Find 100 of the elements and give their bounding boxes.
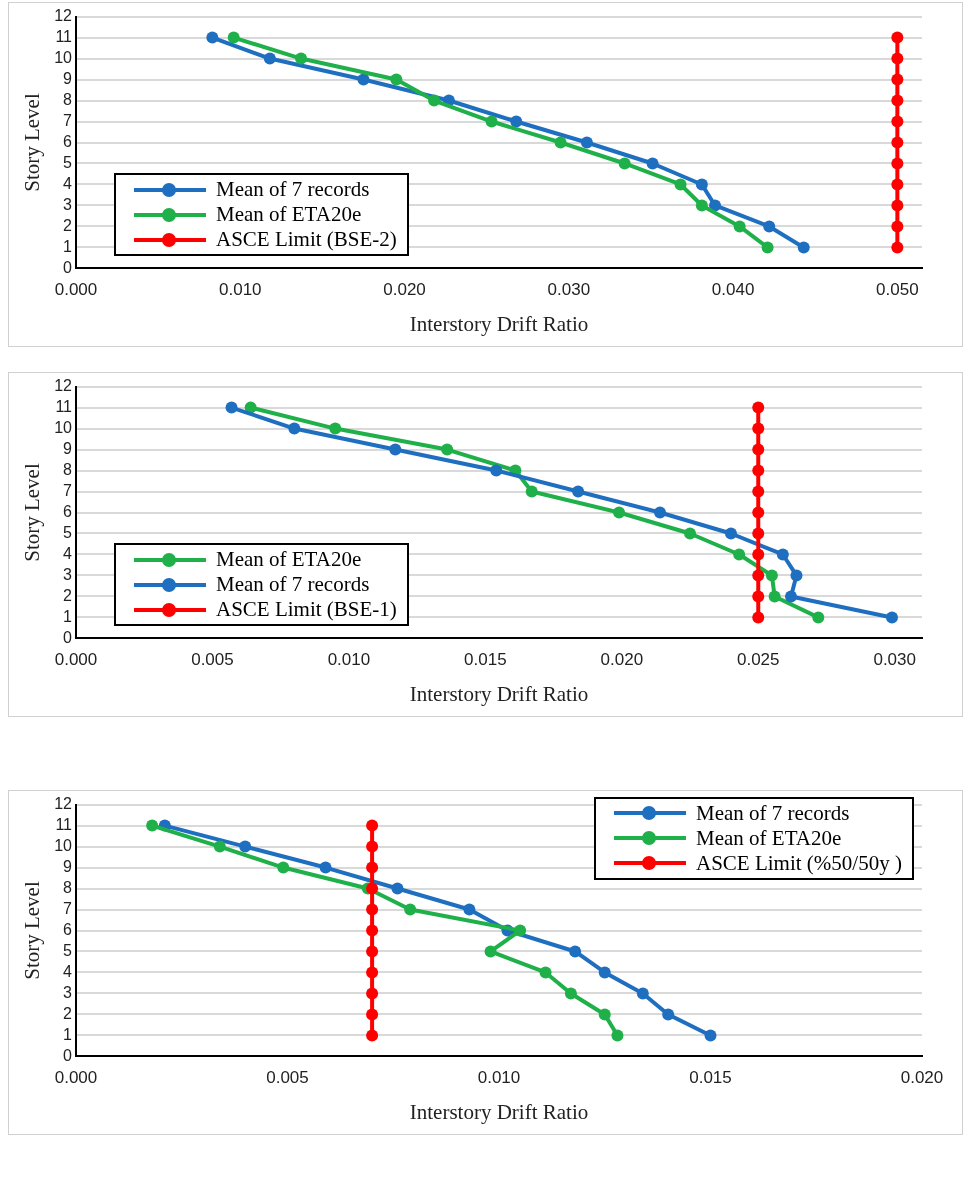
point xyxy=(752,422,765,435)
x-tick-label: 0.050 xyxy=(876,280,919,300)
x-axis-title: Interstory Drift Ratio xyxy=(409,311,589,336)
y-tick-label: 10 xyxy=(54,418,73,436)
point xyxy=(662,1008,675,1021)
y-tick-label: 7 xyxy=(63,481,73,499)
point xyxy=(790,569,803,582)
y-tick-label: 2 xyxy=(63,586,73,604)
y-tick-label: 1 xyxy=(63,1025,73,1043)
point xyxy=(213,840,226,853)
x-tick-label: 0.015 xyxy=(464,650,507,670)
point xyxy=(891,31,904,44)
point xyxy=(724,527,737,540)
point xyxy=(765,569,778,582)
y-tick-label: 10 xyxy=(54,48,73,66)
point xyxy=(891,115,904,128)
y-tick-label: 4 xyxy=(63,544,73,562)
point xyxy=(684,527,697,540)
x-tick-label: 0.000 xyxy=(54,650,98,670)
point xyxy=(704,1029,717,1042)
x-tick-label: 0.020 xyxy=(600,650,644,670)
point xyxy=(539,966,552,979)
x-axis-title: Interstory Drift Ratio xyxy=(409,681,589,706)
y-tick-label: 2 xyxy=(63,1004,73,1022)
point xyxy=(277,861,290,874)
point xyxy=(288,422,301,435)
point xyxy=(891,157,904,170)
x-tick-label: 0.005 xyxy=(266,1068,309,1088)
y-tick-label: 3 xyxy=(63,565,73,583)
point xyxy=(785,590,798,603)
y-tick-label: 3 xyxy=(63,195,73,213)
legend-label: Mean of ETA20e xyxy=(215,202,362,228)
point xyxy=(752,464,765,477)
point xyxy=(752,569,765,582)
point xyxy=(366,882,379,895)
legend-label: Mean of ETA20e xyxy=(215,547,362,573)
point xyxy=(564,987,577,1000)
y-axis-title: Story Level xyxy=(20,93,45,192)
point xyxy=(239,840,252,853)
x-tick-label: 0.040 xyxy=(711,280,755,300)
legend-label: Mean of 7 records xyxy=(215,572,370,598)
x-tick-label: 0.020 xyxy=(900,1068,944,1088)
x-axis-title: Interstory Drift Ratio xyxy=(409,1099,589,1124)
point xyxy=(891,220,904,233)
y-tick-label: 6 xyxy=(63,132,73,150)
point xyxy=(366,1008,379,1021)
point xyxy=(752,485,765,498)
legend-label: Mean of 7 records xyxy=(696,800,850,826)
point xyxy=(366,903,379,916)
point xyxy=(366,945,379,958)
point xyxy=(733,220,746,233)
point xyxy=(569,945,582,958)
point xyxy=(572,485,585,498)
point xyxy=(441,443,454,456)
y-tick-label: 3 xyxy=(63,983,73,1001)
y-tick-label: 8 xyxy=(63,90,73,108)
legend-label: Mean of ETA20e xyxy=(696,825,842,851)
point xyxy=(206,31,219,44)
x-tick-label: 0.010 xyxy=(477,1068,521,1088)
point xyxy=(598,1008,611,1021)
y-tick-label: 9 xyxy=(63,439,73,457)
x-tick-label: 0.015 xyxy=(689,1068,732,1088)
y-tick-label: 11 xyxy=(55,27,73,45)
point xyxy=(525,485,538,498)
legend-label: ASCE Limit (BSE-2) xyxy=(215,227,397,253)
point xyxy=(733,548,746,561)
y-tick-label: 8 xyxy=(63,878,73,896)
x-tick-label: 0.010 xyxy=(219,280,262,300)
y-tick-label: 5 xyxy=(63,523,73,541)
point xyxy=(891,73,904,86)
x-tick-label: 0.030 xyxy=(873,650,916,670)
point xyxy=(618,157,631,170)
point xyxy=(613,506,626,519)
y-tick-label: 11 xyxy=(55,397,73,415)
point xyxy=(763,220,776,233)
point xyxy=(761,241,774,254)
y-tick-label: 6 xyxy=(63,502,73,520)
y-tick-label: 2 xyxy=(63,216,73,234)
point xyxy=(752,527,765,540)
point xyxy=(752,611,765,624)
point xyxy=(510,115,523,128)
point xyxy=(752,506,765,519)
point xyxy=(885,611,898,624)
y-tick-label: 7 xyxy=(63,899,73,917)
point xyxy=(554,136,567,149)
point xyxy=(319,861,332,874)
y-tick-label: 1 xyxy=(63,237,73,255)
point xyxy=(227,31,240,44)
point xyxy=(695,178,708,191)
y-axis-title: Story Level xyxy=(20,463,45,562)
point xyxy=(646,157,659,170)
x-tick-label: 0.005 xyxy=(191,650,234,670)
point xyxy=(695,199,708,212)
point xyxy=(636,987,649,1000)
point xyxy=(674,178,687,191)
point xyxy=(366,966,379,979)
x-tick-label: 0.000 xyxy=(54,1068,98,1088)
point xyxy=(598,966,611,979)
point xyxy=(768,590,781,603)
point xyxy=(776,548,789,561)
